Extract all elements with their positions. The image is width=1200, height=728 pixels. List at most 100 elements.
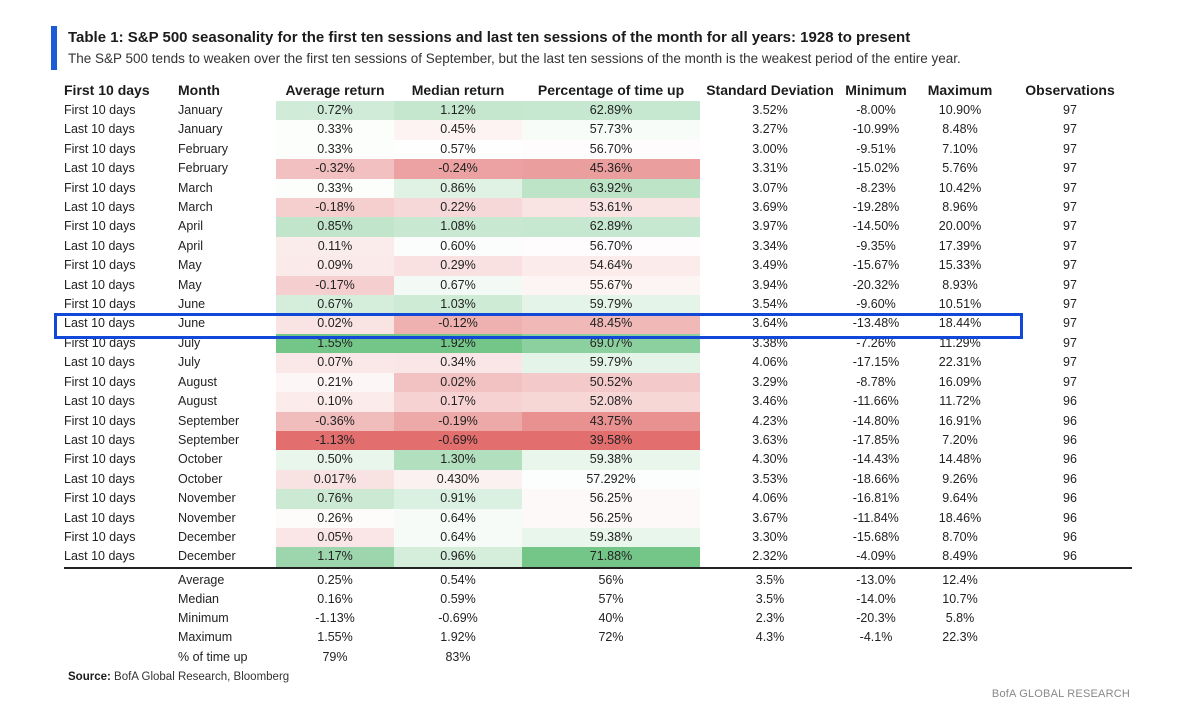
cell-observations: 97 (1063, 297, 1077, 312)
summary-minimum: -14.0% (856, 591, 896, 606)
cell-observations: 97 (1063, 122, 1077, 137)
summary-label: Average (178, 572, 225, 587)
cell-average-return: 0.76% (276, 489, 394, 509)
summary-empty-cell (1008, 609, 1132, 628)
cell-period: First 10 days (64, 374, 136, 389)
cell-maximum: 22.31% (938, 355, 982, 370)
cell-average-return: 0.33% (276, 120, 394, 140)
cell-month: December (178, 547, 276, 569)
cell-observations: 96 (1063, 452, 1077, 467)
cell-period: First 10 days (64, 141, 136, 156)
cell-maximum: 14.48% (938, 452, 982, 467)
cell-month: June (178, 297, 206, 312)
cell-maximum: 20.00% (938, 219, 982, 234)
cell-period: First 10 days (64, 103, 136, 117)
cell-median-return: 0.64% (394, 527, 522, 548)
cell-period: Last 10 days (64, 355, 135, 370)
cell-minimum: -9.51% (856, 141, 896, 156)
cell-month: July (178, 335, 201, 350)
cell-minimum: -8.00% (856, 103, 896, 117)
cell-observations: 96 (1063, 413, 1077, 428)
cell-maximum: 18.44% (938, 316, 982, 331)
cell-month: October (178, 471, 223, 486)
cell-average-return: -1.13% (276, 430, 394, 451)
cell-observations: 96 (1063, 529, 1077, 544)
cell-maximum: 8.49% (912, 547, 1008, 569)
cell-observations: 97 (1063, 219, 1077, 234)
cell-median-return: -0.24% (394, 159, 522, 179)
cell-minimum: -20.32% (852, 277, 900, 292)
summary-label: Maximum (178, 630, 233, 645)
cell-month: May (178, 258, 202, 273)
col-header-month: Month (178, 82, 220, 98)
cell-average-return: 0.85% (276, 217, 394, 237)
cell-average-return: 0.26% (276, 508, 394, 528)
table-row: First 10 days January 0.72% 1.12% 62.89% 3.52… (64, 101, 1132, 121)
header-row: First 10 days Month Average return Media… (64, 80, 1132, 101)
cell-month: November (178, 510, 236, 525)
col-header-median-return: Median return (411, 82, 505, 98)
cell-average-return: -0.36% (276, 411, 394, 431)
table-subtitle: The S&P 500 tends to weaken over the fir… (68, 51, 961, 66)
summary-row: Maximum 1.55% 1.92% 72% 4.3% -4.1% 22.3% (64, 628, 1132, 647)
cell-observations: 96 (1063, 471, 1077, 486)
cell-minimum: -14.50% (852, 219, 900, 234)
cell-pct-time-up: 56.70% (522, 139, 700, 160)
table-row: Last 10 days April 0.11% 0.60% 56.70% 3.34% -9… (64, 236, 1132, 257)
cell-median-return: 0.45% (394, 120, 522, 140)
table-row: Last 10 days September -1.13% -0.69% 39.58% 3… (64, 430, 1132, 451)
cell-maximum: 7.20% (942, 432, 978, 447)
cell-maximum: 10.51% (938, 297, 982, 312)
cell-month: October (178, 452, 223, 467)
summary-std-dev: 3.5% (755, 591, 785, 606)
summary-median-return: -0.69% (438, 611, 478, 626)
cell-pct-time-up: 62.89% (522, 101, 700, 121)
cell-maximum: 5.76% (942, 161, 978, 176)
cell-period: Last 10 days (64, 200, 135, 215)
cell-average-return: 1.17% (276, 547, 394, 569)
summary-empty-cell (1008, 590, 1132, 609)
summary-average-return: -1.13% (315, 611, 355, 626)
cell-month: September (178, 413, 240, 428)
cell-minimum: -14.43% (852, 452, 900, 467)
cell-maximum: 10.90% (938, 103, 982, 117)
cell-maximum: 15.33% (938, 258, 982, 273)
cell-average-return: 0.33% (276, 178, 394, 199)
cell-average-return: 0.72% (276, 101, 394, 121)
cell-observations: 97 (1063, 277, 1077, 292)
cell-pct-time-up: 56.70% (522, 236, 700, 257)
cell-median-return: 0.60% (394, 236, 522, 257)
summary-pct-time-up: 56% (598, 572, 624, 587)
cell-pct-time-up: 48.45% (522, 314, 700, 334)
cell-maximum: 16.91% (938, 413, 982, 428)
summary-empty-cell (64, 648, 178, 667)
source-text: BofA Global Research, Bloomberg (110, 671, 290, 683)
summary-std-dev: 4.3% (755, 630, 785, 645)
col-header-average-return: Average return (285, 82, 385, 98)
summary-maximum: 12.4% (942, 572, 978, 587)
table-row: Last 10 days February -0.32% -0.24% 45.36% 3.… (64, 159, 1132, 179)
cell-month: July (178, 355, 201, 370)
cell-month: August (178, 374, 217, 389)
summary-minimum: -13.0% (856, 572, 896, 587)
table-row: First 10 days March 0.33% 0.86% 63.92% 3.07% -… (64, 178, 1132, 199)
summary-empty-cell (64, 628, 178, 647)
cell-std-dev: 3.34% (752, 238, 788, 253)
cell-period: First 10 days (64, 491, 136, 506)
cell-maximum: 8.70% (942, 529, 978, 544)
cell-median-return: 0.17% (394, 392, 522, 412)
cell-median-return: 0.430% (394, 469, 522, 490)
cell-minimum: -13.48% (852, 316, 900, 331)
cell-std-dev: 3.54% (752, 297, 788, 312)
col-header-pct-time-up: Percentage of time up (537, 82, 685, 98)
cell-observations: 97 (1063, 200, 1077, 215)
cell-pct-time-up: 59.79% (522, 295, 700, 315)
cell-month: November (178, 491, 236, 506)
table-row: Last 10 days July 0.07% 0.34% 59.79% 4.06% -17… (64, 353, 1132, 373)
cell-maximum: 7.10% (942, 141, 978, 156)
cell-minimum: -17.85% (852, 432, 900, 447)
col-header-observations: Observations (1025, 82, 1115, 98)
cell-month: March (178, 180, 213, 195)
cell-median-return: 1.03% (394, 295, 522, 315)
cell-minimum: -9.60% (856, 297, 896, 312)
